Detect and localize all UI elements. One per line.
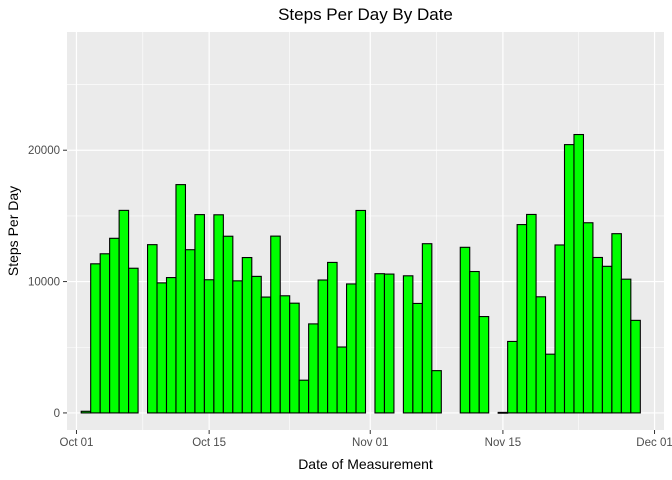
bar (109, 237, 120, 414)
bar (601, 265, 613, 414)
bar (611, 233, 622, 414)
y-tick-label: 20000 (28, 145, 60, 157)
bar (251, 275, 262, 414)
x-axis: Oct 01 Oct 15 Nov 01 Nov 15 Dec 01 (60, 430, 672, 449)
bar (308, 323, 319, 414)
bar (535, 296, 547, 414)
bar (431, 370, 442, 414)
chart-title: Steps Per Day By Date (278, 5, 453, 24)
bar (222, 235, 234, 414)
bar (563, 144, 575, 414)
bar (165, 277, 177, 414)
bar (194, 214, 205, 414)
bar (270, 235, 281, 414)
bar (478, 316, 490, 414)
bar (620, 278, 632, 414)
bar (175, 184, 187, 414)
bar (469, 270, 480, 414)
bar (118, 209, 130, 414)
y-axis: 0 10000 20000 (28, 145, 67, 420)
bar (497, 411, 509, 414)
bar (355, 209, 367, 414)
x-tick-label: Nov 15 (485, 437, 521, 449)
bar (317, 279, 329, 414)
bar (526, 213, 537, 414)
bar (573, 133, 585, 414)
bar (336, 346, 348, 414)
bar (383, 273, 395, 414)
bar (279, 295, 291, 414)
bar (147, 244, 158, 414)
bar (213, 214, 224, 414)
bar (592, 256, 603, 414)
x-axis-title: Date of Measurement (298, 456, 433, 472)
bar (99, 253, 111, 414)
bar (459, 246, 471, 414)
bar (554, 244, 566, 414)
bar (327, 261, 338, 414)
bar (156, 282, 168, 414)
bar (289, 302, 300, 414)
bar (630, 319, 641, 414)
bar (260, 296, 272, 414)
bar (184, 249, 196, 414)
x-tick-label: Nov 01 (352, 437, 388, 449)
bar (241, 256, 253, 414)
bars-group (80, 133, 641, 414)
bar (507, 340, 518, 414)
bar (298, 379, 310, 414)
x-tick-label: Oct 01 (60, 437, 94, 449)
bar (402, 275, 414, 414)
x-tick-label: Oct 15 (192, 437, 226, 449)
bar (516, 224, 528, 414)
bar (544, 353, 556, 414)
x-tick-label: Dec 01 (636, 437, 672, 449)
bar (582, 222, 594, 414)
bar (203, 279, 215, 414)
bar (421, 243, 433, 414)
y-tick-label: 10000 (28, 277, 60, 289)
bar (374, 273, 386, 414)
y-tick-label: 0 (54, 408, 60, 420)
bar (128, 267, 139, 414)
bar (345, 283, 357, 414)
bar (232, 280, 243, 414)
bar (90, 263, 101, 414)
bar (412, 302, 423, 414)
y-axis-title: Steps Per Day (5, 186, 21, 276)
bar (80, 410, 92, 414)
